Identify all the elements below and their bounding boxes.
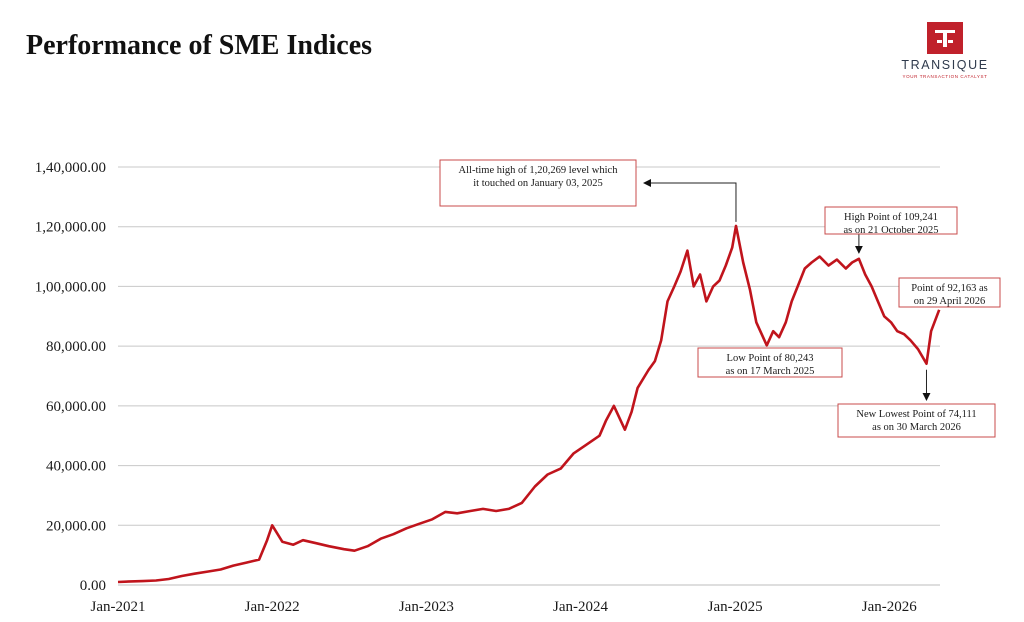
- x-tick-label: Jan-2024: [553, 599, 608, 615]
- x-tick-label: Jan-2022: [245, 599, 300, 615]
- y-tick-label: 1,00,000.00: [35, 279, 106, 295]
- annotation-box: [898, 277, 1001, 308]
- annotation-label: Point of 92,163 as on 29 April 2026: [911, 283, 987, 307]
- y-tick-label: 40,000.00: [46, 459, 106, 475]
- series-lines: [117, 224, 941, 584]
- transique-logo: TRANSIQUE YOUR TRANSACTION CATALYST: [880, 22, 1020, 82]
- annotations: All-time high of 1,20,269 level which it …: [439, 159, 1001, 438]
- y-tick-label: 1,40,000.00: [35, 160, 106, 176]
- annotation-label: Low Point of 80,243 as on 17 March 2025: [726, 353, 815, 377]
- x-tick-label: Jan-2025: [708, 599, 763, 615]
- annotation-label: All-time high of 1,20,269 level which it …: [459, 165, 619, 189]
- brand-tagline: YOUR TRANSACTION CATALYST: [902, 74, 988, 79]
- annotation-box: [439, 159, 637, 207]
- annotation-box: [824, 206, 958, 235]
- chart-title: Performance of SME Indices: [26, 30, 373, 61]
- y-tick-label: 1,20,000.00: [35, 220, 106, 236]
- annotation-box: [837, 403, 996, 438]
- annotation-label: New Lowest Point of 74,111 as on 30 March…: [856, 409, 976, 433]
- annotation-arrow: [643, 179, 737, 222]
- annotation-box: [697, 347, 843, 378]
- x-tick-label: Jan-2023: [399, 599, 454, 615]
- y-tick-label: 80,000.00: [46, 339, 106, 355]
- x-tick-label: Jan-2021: [91, 599, 146, 615]
- x-axis-labels: Jan-2021 Jan-2022 Jan-2023 Jan-2024 Jan-2025…: [91, 599, 918, 615]
- gridlines: [118, 166, 940, 586]
- y-tick-label: 60,000.00: [46, 399, 106, 415]
- y-axis-labels: 0.00 20,000.00 40,000.00 60,000.00 80,000.00…: [35, 160, 106, 594]
- x-tick-label: Jan-2026: [862, 599, 917, 615]
- brand-name: TRANSIQUE: [901, 58, 989, 72]
- y-tick-label: 0.00: [80, 578, 106, 594]
- series-line: [117, 224, 941, 584]
- annotation-label: High Point of 109,241 as on 21 October 20…: [843, 212, 938, 236]
- logo-icon: [927, 22, 963, 54]
- y-tick-label: 20,000.00: [46, 518, 106, 534]
